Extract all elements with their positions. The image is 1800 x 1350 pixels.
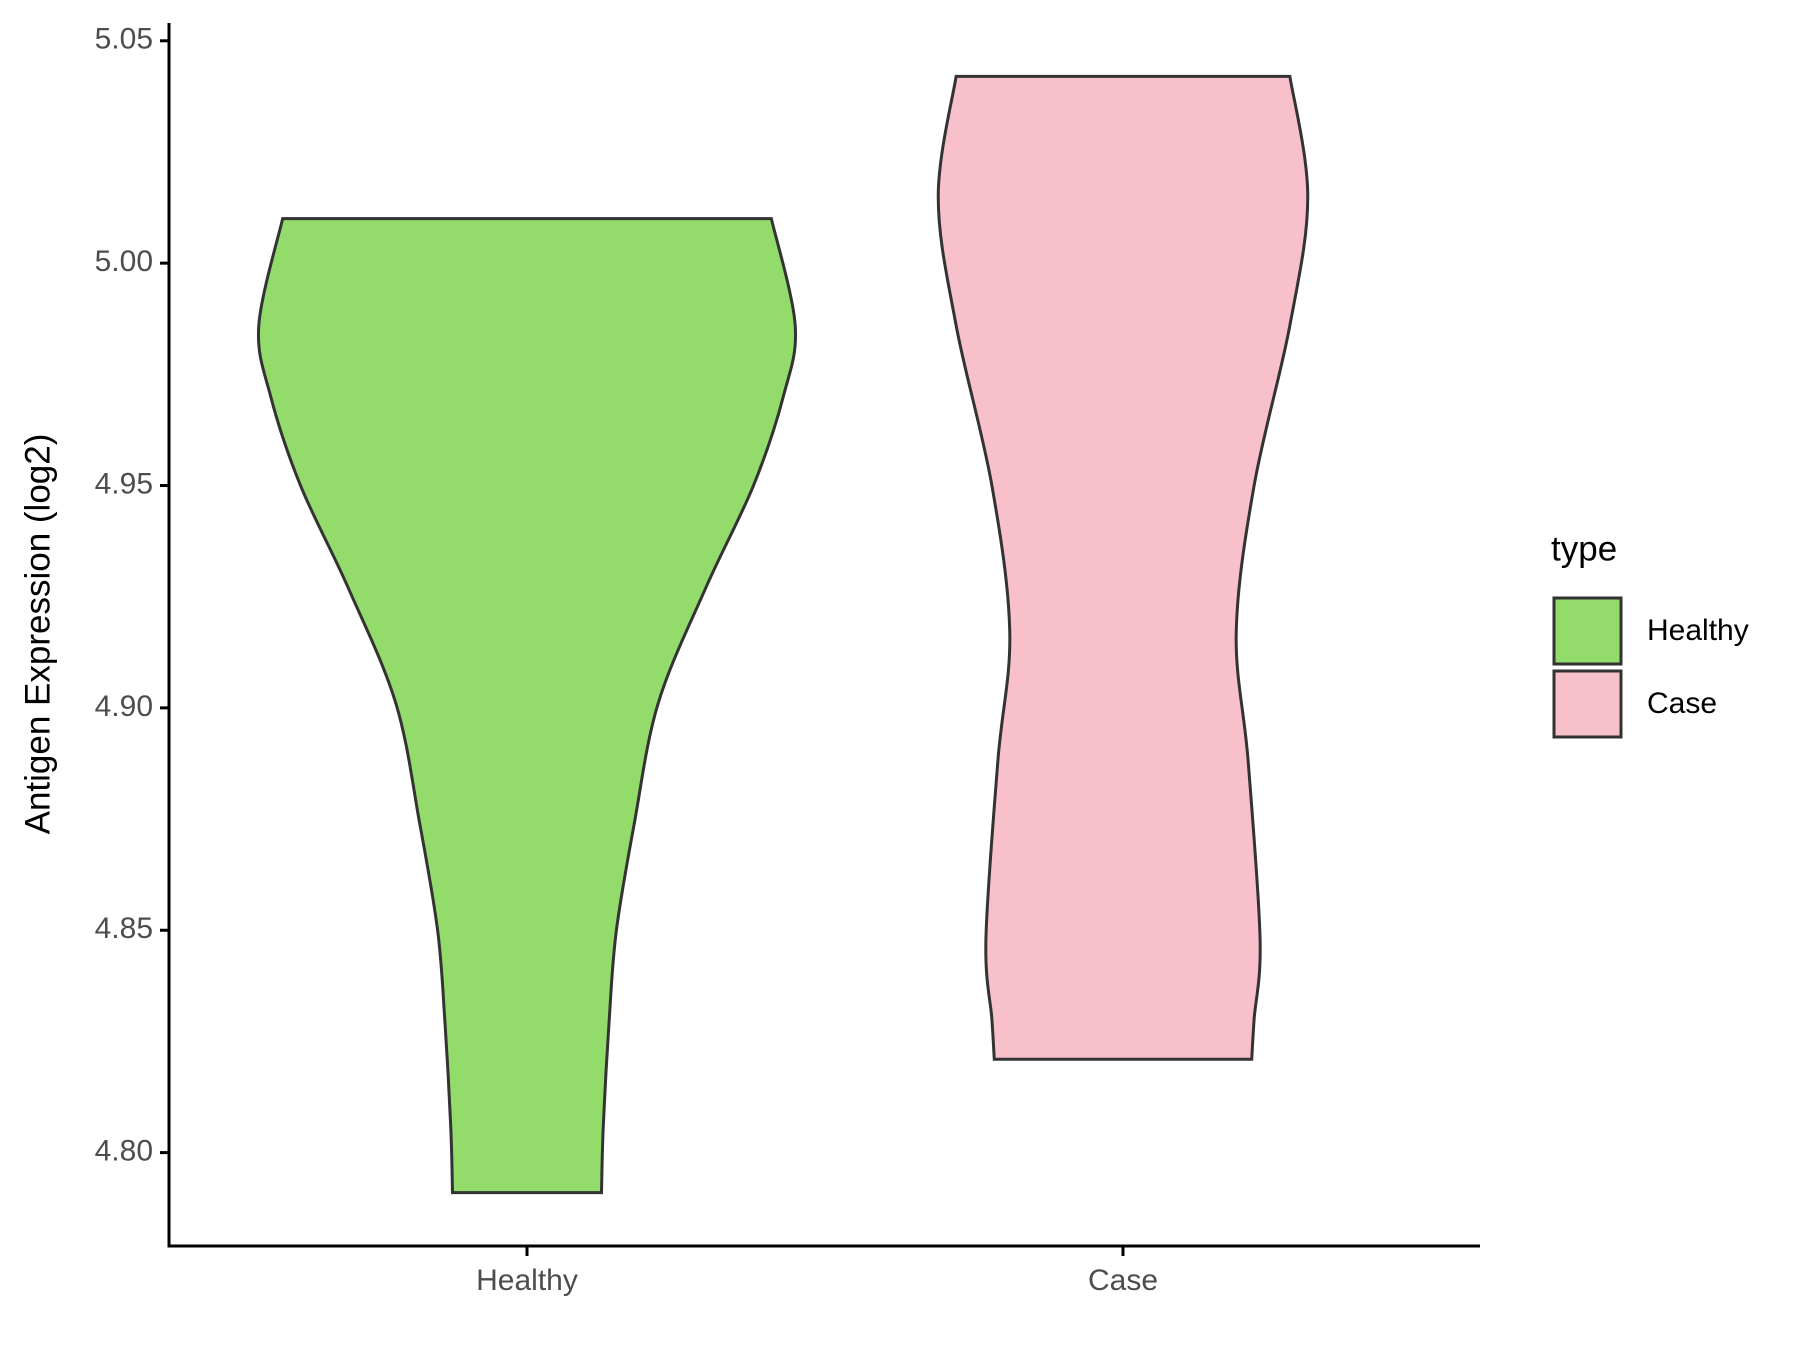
- y-tick-label: 5.00: [95, 245, 153, 278]
- y-tick-label: 4.80: [95, 1135, 153, 1168]
- x-tick-label: Healthy: [476, 1264, 578, 1297]
- legend-title: type: [1551, 529, 1617, 568]
- y-tick-label: 4.95: [95, 467, 153, 500]
- legend-label: Case: [1647, 687, 1717, 720]
- legend-key: [1552, 596, 1623, 666]
- y-axis-title: Antigen Expression (log2): [18, 434, 57, 835]
- y-tick-label: 4.85: [95, 912, 153, 945]
- y-tick-label: 4.90: [95, 690, 153, 723]
- violin: [256, 217, 798, 1195]
- y-tick-label: 5.05: [95, 23, 153, 56]
- legend-key: [1552, 669, 1623, 739]
- violin: [936, 74, 1310, 1061]
- x-tick-label: Case: [1088, 1264, 1158, 1297]
- legend-label: Healthy: [1647, 614, 1749, 647]
